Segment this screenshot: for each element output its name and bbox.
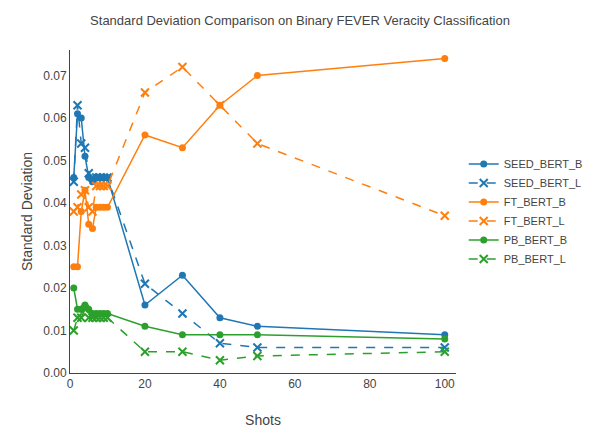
svg-text:0.01: 0.01: [43, 324, 67, 338]
svg-text:Standard Deviation Comparison: Standard Deviation Comparison on Binary …: [90, 13, 510, 28]
svg-text:0.03: 0.03: [43, 239, 67, 253]
svg-text:0.02: 0.02: [43, 281, 67, 295]
svg-text:0.04: 0.04: [43, 196, 67, 210]
svg-text:SEED_BERT_B: SEED_BERT_B: [504, 158, 583, 170]
svg-text:100: 100: [435, 377, 455, 391]
svg-text:Shots: Shots: [245, 412, 281, 428]
svg-text:Standard Deviation: Standard Deviation: [19, 152, 35, 271]
svg-text:0.00: 0.00: [43, 366, 67, 380]
svg-text:0.06: 0.06: [43, 111, 67, 125]
svg-text:0.07: 0.07: [43, 69, 67, 83]
svg-text:60: 60: [288, 377, 302, 391]
svg-text:80: 80: [363, 377, 377, 391]
svg-text:SEED_BERT_L: SEED_BERT_L: [504, 177, 581, 189]
svg-text:40: 40: [213, 377, 227, 391]
svg-text:FT_BERT_B: FT_BERT_B: [504, 196, 566, 208]
svg-text:PB_BERT_B: PB_BERT_B: [504, 234, 567, 246]
svg-text:20: 20: [138, 377, 152, 391]
svg-text:0.05: 0.05: [43, 154, 67, 168]
svg-text:FT_BERT_L: FT_BERT_L: [504, 215, 565, 227]
svg-text:0: 0: [67, 377, 74, 391]
svg-text:PB_BERT_L: PB_BERT_L: [504, 253, 566, 265]
